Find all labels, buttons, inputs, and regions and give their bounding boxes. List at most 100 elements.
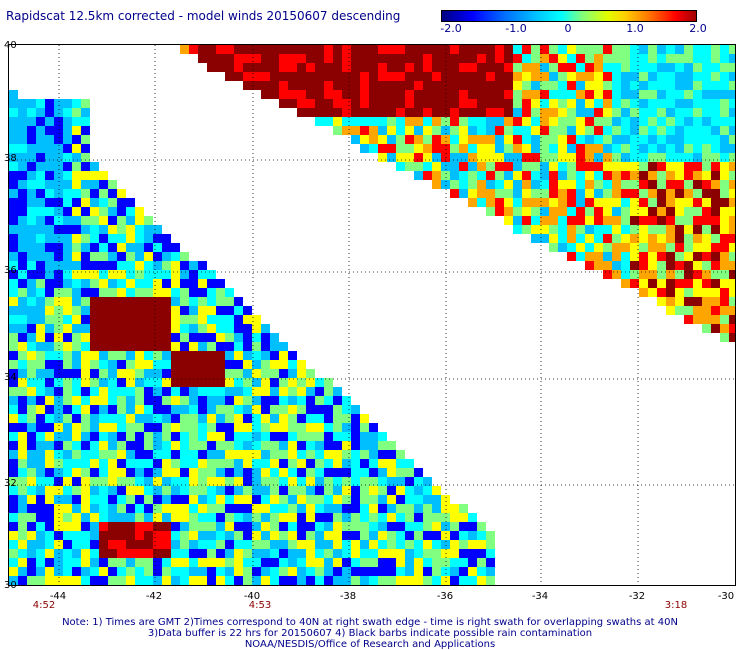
wind-cell: [54, 459, 63, 468]
wind-cell: [711, 243, 720, 252]
wind-cell: [36, 378, 45, 387]
wind-cell: [288, 567, 297, 576]
wind-cell: [558, 99, 567, 108]
wind-cell: [450, 135, 459, 144]
wind-cell: [162, 486, 171, 495]
wind-cell: [720, 216, 729, 225]
wind-cell: [315, 81, 324, 90]
wind-cell: [135, 522, 144, 531]
wind-cell: [72, 540, 81, 549]
wind-cell: [117, 324, 126, 333]
wind-cell: [90, 369, 99, 378]
wind-cell: [729, 135, 735, 144]
wind-cell: [351, 495, 360, 504]
wind-cell: [612, 189, 621, 198]
wind-cell: [702, 261, 711, 270]
wind-cell: [207, 288, 216, 297]
wind-cell: [594, 90, 603, 99]
wind-cell: [99, 198, 108, 207]
wind-cell: [630, 126, 639, 135]
wind-cell: [576, 54, 585, 63]
wind-cell: [162, 315, 171, 324]
wind-cell: [27, 261, 36, 270]
wind-cell: [288, 459, 297, 468]
wind-cell: [198, 405, 207, 414]
wind-cell: [279, 342, 288, 351]
wind-cell: [36, 540, 45, 549]
wind-cell: [576, 234, 585, 243]
wind-cell: [360, 495, 369, 504]
wind-cell: [612, 144, 621, 153]
wind-cell: [297, 531, 306, 540]
wind-cell: [207, 396, 216, 405]
wind-cell: [279, 486, 288, 495]
wind-cell: [333, 477, 342, 486]
wind-cell: [117, 225, 126, 234]
wind-cell: [279, 99, 288, 108]
wind-cell: [117, 477, 126, 486]
wind-cell: [423, 54, 432, 63]
wind-cell: [369, 117, 378, 126]
wind-cell: [729, 315, 735, 324]
wind-cell: [441, 171, 450, 180]
wind-cell: [702, 45, 711, 54]
wind-cell: [387, 459, 396, 468]
wind-cell: [72, 243, 81, 252]
wind-cell: [234, 387, 243, 396]
wind-cell: [243, 396, 252, 405]
wind-cell: [477, 540, 486, 549]
wind-cell: [396, 153, 405, 162]
wind-cell: [324, 459, 333, 468]
wind-cell: [36, 171, 45, 180]
wind-cell: [657, 270, 666, 279]
wind-cell: [342, 414, 351, 423]
wind-cell: [387, 54, 396, 63]
wind-cell: [729, 63, 735, 72]
wind-cell: [396, 108, 405, 117]
wind-cell: [108, 261, 117, 270]
wind-cell: [171, 477, 180, 486]
wind-cell: [45, 333, 54, 342]
wind-cell: [81, 225, 90, 234]
wind-cell: [567, 189, 576, 198]
wind-cell: [360, 126, 369, 135]
wind-cell: [729, 45, 735, 54]
wind-cell: [225, 432, 234, 441]
wind-cell: [108, 306, 117, 315]
wind-cell: [612, 216, 621, 225]
wind-cell: [63, 306, 72, 315]
wind-cell: [189, 540, 198, 549]
wind-cell: [81, 198, 90, 207]
wind-cell: [135, 513, 144, 522]
wind-cell: [36, 450, 45, 459]
wind-cell: [621, 225, 630, 234]
wind-cell: [126, 252, 135, 261]
wind-cell: [9, 504, 18, 513]
wind-cell: [288, 45, 297, 54]
wind-cell: [72, 405, 81, 414]
wind-cell: [261, 45, 270, 54]
wind-cell: [99, 369, 108, 378]
lat-label-36: 36: [4, 265, 17, 276]
wind-cell: [261, 459, 270, 468]
wind-cell: [711, 117, 720, 126]
wind-cell: [234, 405, 243, 414]
wind-cell: [225, 423, 234, 432]
wind-cell: [18, 477, 27, 486]
wind-cell: [99, 522, 108, 531]
wind-cell: [72, 279, 81, 288]
wind-cell: [99, 279, 108, 288]
wind-cell: [405, 522, 414, 531]
wind-cell: [306, 531, 315, 540]
lon-label-30: -30: [717, 591, 735, 602]
wind-cell: [243, 414, 252, 423]
wind-cell: [180, 369, 189, 378]
wind-cell: [639, 135, 648, 144]
wind-cell: [576, 117, 585, 126]
wind-cell: [9, 243, 18, 252]
wind-cell: [180, 378, 189, 387]
wind-cell: [396, 459, 405, 468]
wind-cell: [459, 549, 468, 558]
wind-cell: [108, 432, 117, 441]
wind-cell: [207, 567, 216, 576]
